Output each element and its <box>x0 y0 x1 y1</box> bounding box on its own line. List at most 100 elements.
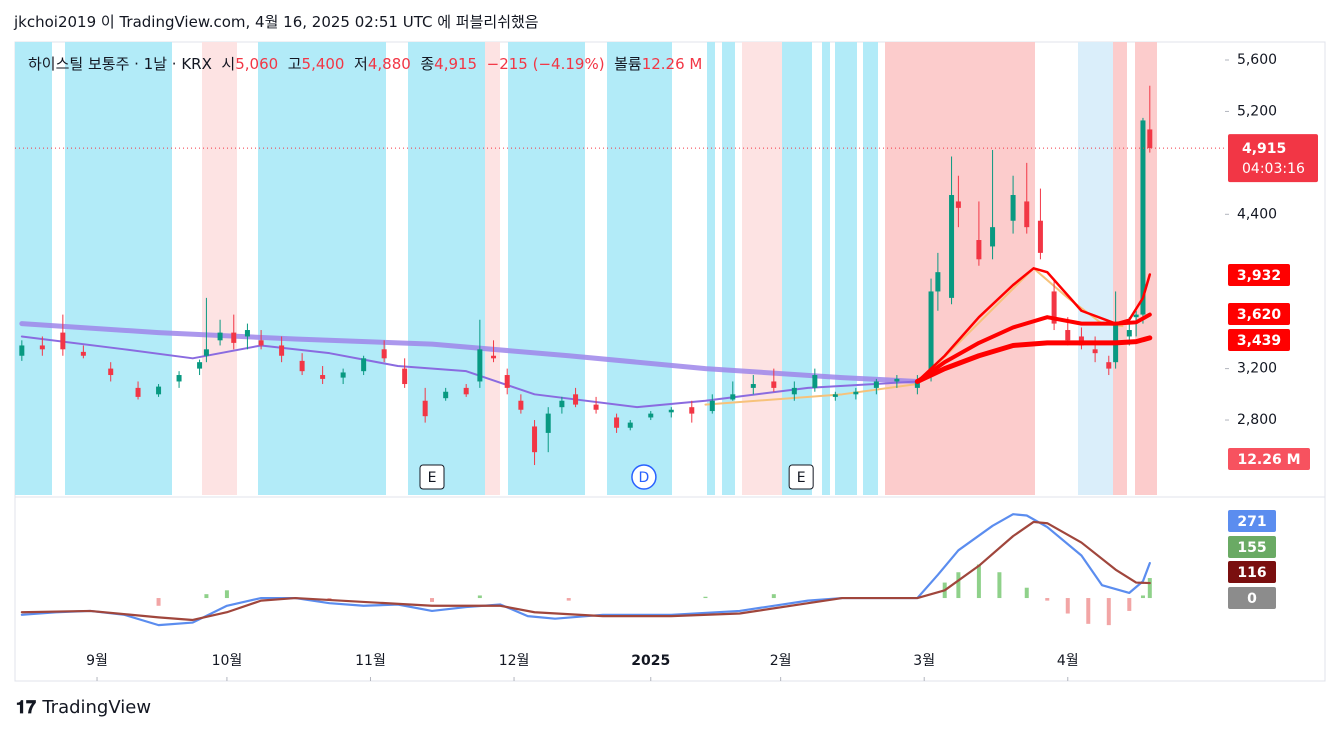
y-tick-label: 4,400 <box>1237 206 1277 222</box>
price-tag <box>1228 303 1290 325</box>
candle-body <box>504 375 510 388</box>
key: 저 <box>354 55 368 73</box>
candle-body <box>914 381 920 388</box>
candle-body <box>320 375 326 379</box>
candle-body <box>19 345 25 356</box>
candle-body <box>231 332 237 343</box>
histogram-bar <box>771 594 776 599</box>
candle-body <box>853 391 859 395</box>
open: 5,060 <box>235 55 279 73</box>
volume: 12.26 M <box>641 55 703 73</box>
histogram-bar <box>1106 598 1111 626</box>
candle-body <box>1065 330 1071 341</box>
candle-body <box>648 413 654 418</box>
key: 고 <box>287 55 302 73</box>
histogram-bar <box>156 598 161 606</box>
key: 종 <box>420 55 435 73</box>
price-tag <box>1228 134 1318 183</box>
candle-body <box>518 400 524 410</box>
candle-body <box>873 381 879 388</box>
candle-body <box>60 332 66 350</box>
candle-body <box>197 362 203 369</box>
candle-body <box>1051 291 1057 324</box>
high: 5,400 <box>301 55 345 73</box>
close: 4,915 <box>434 55 478 73</box>
histogram-bar <box>1045 598 1050 601</box>
event-label: E <box>428 470 437 486</box>
band <box>15 42 52 495</box>
background-bands <box>15 42 1157 495</box>
candle-body <box>1024 201 1030 228</box>
histogram-bar <box>703 596 708 599</box>
candle-body <box>955 201 961 208</box>
y-tick-label: 5,200 <box>1237 103 1277 119</box>
candle-body <box>771 381 777 388</box>
candle-body <box>443 391 449 399</box>
candle-body <box>244 330 250 337</box>
candle-body <box>791 387 797 395</box>
band <box>707 42 715 495</box>
price-tag <box>1228 448 1310 470</box>
band <box>885 42 1035 495</box>
candle-body <box>573 394 579 405</box>
price-tag-label: 3,620 <box>1237 307 1282 323</box>
event-marker <box>419 464 445 490</box>
candle-body <box>1092 349 1098 354</box>
line <box>915 312 1152 384</box>
band <box>65 42 172 495</box>
candle-body <box>422 400 428 417</box>
candle-body <box>39 345 45 350</box>
candle-body <box>1147 129 1153 149</box>
band <box>822 42 830 495</box>
candle-body <box>1106 362 1112 369</box>
candle-body <box>1126 330 1132 337</box>
x-tick-label: 12월 <box>499 653 530 669</box>
line <box>19 321 920 384</box>
value-tag <box>1228 510 1276 532</box>
histogram-bar <box>1127 598 1132 611</box>
x-tick-label: 2월 <box>770 653 792 669</box>
candle-body <box>750 384 756 388</box>
key: 시 <box>221 55 236 73</box>
value-tag-label: 116 <box>1237 565 1266 581</box>
candle-body <box>299 360 305 372</box>
brand: 𝟏𝟕 TradingView <box>16 697 151 718</box>
histogram-bar <box>1086 598 1091 624</box>
histogram-bar <box>204 594 209 599</box>
candle-body <box>928 291 934 376</box>
candle-body <box>463 387 469 395</box>
histogram-bar <box>1147 578 1152 599</box>
candle-body <box>894 378 900 382</box>
price-tag-label: 3,439 <box>1237 333 1281 349</box>
band <box>1135 42 1157 495</box>
candle-body <box>1010 195 1016 221</box>
low: 4,880 <box>367 55 411 73</box>
candle-body <box>381 349 387 359</box>
publisher: jkchoi2019 이 TradingView.com, 4월 16, 202… <box>14 13 539 31</box>
candle-body <box>340 372 346 378</box>
price-tag-label: 4,915 <box>1242 141 1286 157</box>
candle-body <box>135 387 141 397</box>
histogram-bar <box>430 598 435 602</box>
candle-body <box>1133 314 1139 318</box>
candle-body <box>709 400 715 412</box>
value-tag <box>1228 587 1276 609</box>
band <box>485 42 500 495</box>
candle-body <box>812 375 818 388</box>
event-label: D <box>639 470 650 486</box>
y-tick-label: 5,600 <box>1237 52 1277 68</box>
histogram-bar <box>956 572 961 599</box>
legend: 하이스틸 보통주 · 1날 · KRX 시5,060 고5,400 저4,880… <box>28 53 702 74</box>
band <box>258 42 386 495</box>
candle-body <box>203 349 209 356</box>
band <box>835 42 857 495</box>
key: 볼륨 <box>614 55 642 73</box>
price-tag-label: 12.26 M <box>1237 452 1300 468</box>
histogram-bar <box>566 598 571 601</box>
band <box>408 42 485 495</box>
histogram-bar <box>477 595 482 599</box>
candle-body <box>545 413 551 433</box>
candle-body <box>258 340 264 346</box>
band <box>782 42 812 495</box>
